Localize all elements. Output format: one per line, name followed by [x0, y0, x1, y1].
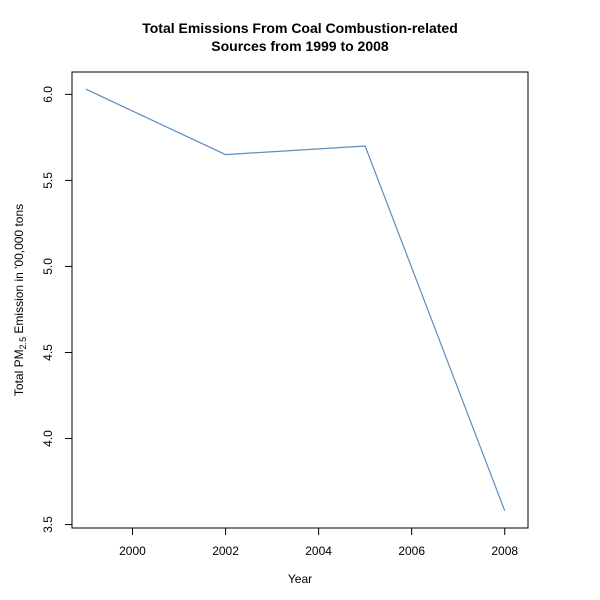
- y-axis-label-suffix: Emission in '00,000 tons: [12, 204, 26, 337]
- y-axis-label-prefix: Total PM: [12, 349, 26, 396]
- y-axis: 3.5 4.0 4.5 5.0 5.5 6.0: [41, 86, 73, 533]
- chart-title-line2: Sources from 1999 to 2008: [211, 38, 389, 54]
- x-tick-label: 2000: [119, 544, 146, 558]
- y-tick-label: 3.5: [41, 516, 55, 533]
- y-tick-label: 6.0: [41, 86, 55, 103]
- x-tick-label: 2006: [398, 544, 425, 558]
- x-axis: 2000 2002 2004 2006 2008: [119, 527, 518, 558]
- x-axis-label: Year: [288, 572, 312, 586]
- y-tick-label: 5.5: [41, 172, 55, 189]
- y-tick-label: 5.0: [41, 258, 55, 275]
- x-tick-label: 2002: [212, 544, 239, 558]
- y-axis-label: Total PM2.5 Emission in '00,000 tons: [12, 204, 28, 396]
- chart-title-line1: Total Emissions From Coal Combustion-rel…: [142, 20, 458, 36]
- series-line: [85, 88, 506, 512]
- x-tick-label: 2008: [491, 544, 518, 558]
- x-tick-label: 2004: [305, 544, 332, 558]
- plot-area-border: [71, 71, 529, 529]
- y-axis-label-subscript: 2.5: [18, 337, 28, 350]
- y-tick-label: 4.0: [41, 430, 55, 447]
- series-layer: [85, 88, 506, 512]
- y-tick-label: 4.5: [41, 344, 55, 361]
